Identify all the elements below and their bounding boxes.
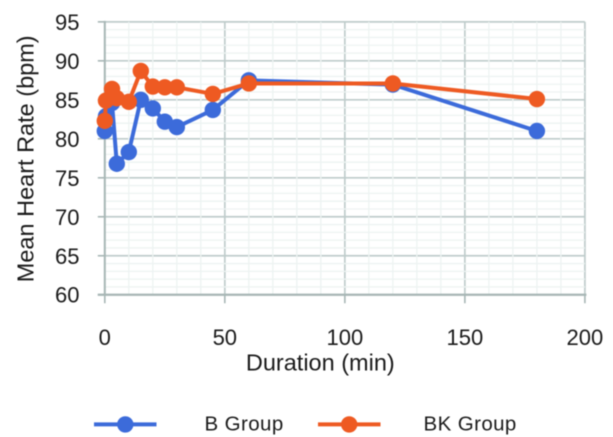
svg-text:100: 100 <box>326 325 363 350</box>
svg-text:0: 0 <box>99 325 111 350</box>
svg-text:BK Group: BK Group <box>424 412 517 435</box>
svg-text:70: 70 <box>55 205 79 230</box>
svg-text:200: 200 <box>567 325 604 350</box>
svg-text:90: 90 <box>55 49 79 74</box>
svg-text:65: 65 <box>55 244 79 269</box>
svg-text:85: 85 <box>55 88 79 113</box>
svg-text:B Group: B Group <box>205 412 284 435</box>
svg-text:150: 150 <box>447 325 484 350</box>
svg-text:Mean Heart Rate (bpm): Mean Heart Rate (bpm) <box>13 35 39 282</box>
svg-text:60: 60 <box>55 283 79 308</box>
svg-text:80: 80 <box>55 127 79 152</box>
svg-text:95: 95 <box>55 10 79 35</box>
svg-text:Duration (min): Duration (min) <box>246 349 395 375</box>
svg-text:75: 75 <box>55 166 79 191</box>
svg-text:50: 50 <box>213 325 237 350</box>
